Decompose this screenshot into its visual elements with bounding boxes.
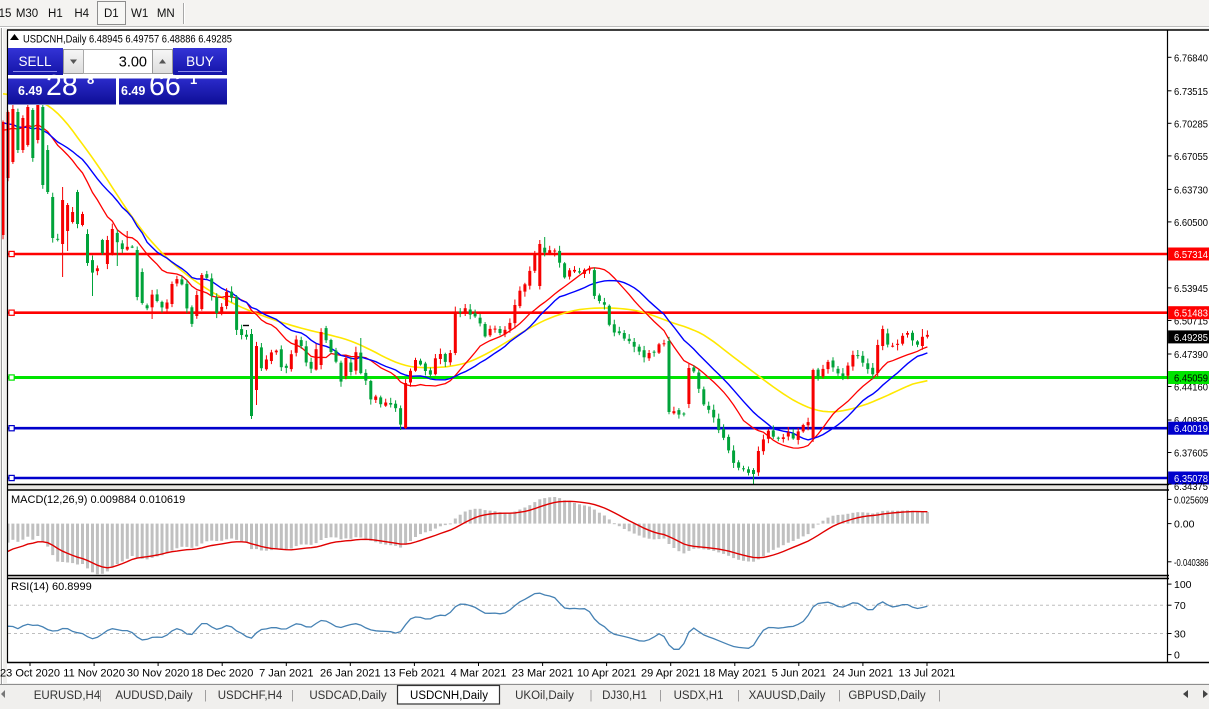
- svg-text:13 Feb 2021: 13 Feb 2021: [384, 668, 446, 680]
- svg-text:0.025609: 0.025609: [1174, 494, 1209, 506]
- svg-text:6.47390: 6.47390: [1174, 349, 1208, 361]
- svg-text:|: |: [99, 690, 102, 702]
- svg-text:1: 1: [190, 72, 197, 87]
- svg-text:5 Jun 2021: 5 Jun 2021: [772, 668, 826, 680]
- svg-text:USDX,H1: USDX,H1: [674, 690, 724, 702]
- svg-text:USDCAD,Daily: USDCAD,Daily: [309, 690, 387, 702]
- svg-text:13 Jul 2021: 13 Jul 2021: [899, 668, 956, 680]
- svg-text:|: |: [291, 690, 294, 702]
- svg-text:EURUSD,H4: EURUSD,H4: [34, 690, 101, 702]
- svg-text:15: 15: [0, 8, 11, 20]
- svg-text:AUDUSD,Daily: AUDUSD,Daily: [115, 690, 193, 702]
- svg-text:23 Oct 2020: 23 Oct 2020: [0, 668, 60, 680]
- svg-text:66: 66: [149, 70, 181, 102]
- svg-text:MN: MN: [157, 8, 175, 20]
- svg-text:6.60500: 6.60500: [1174, 217, 1208, 229]
- svg-text:|: |: [737, 690, 740, 702]
- svg-text:6.49: 6.49: [18, 84, 42, 98]
- svg-text:18 Dec 2020: 18 Dec 2020: [191, 668, 253, 680]
- svg-text:6.35078: 6.35078: [1174, 473, 1208, 485]
- svg-text:H4: H4: [74, 8, 89, 20]
- svg-text:6.44160: 6.44160: [1174, 382, 1208, 394]
- svg-text:6.40019: 6.40019: [1174, 423, 1208, 435]
- svg-text:XAUUSD,Daily: XAUUSD,Daily: [749, 690, 826, 702]
- svg-text:0.00: 0.00: [1174, 519, 1195, 531]
- svg-text:|: |: [838, 690, 841, 702]
- svg-text:UKOil,Daily: UKOil,Daily: [515, 690, 574, 702]
- svg-text:USDCNH,Daily: USDCNH,Daily: [410, 690, 488, 702]
- svg-text:RSI(14) 60.8999: RSI(14) 60.8999: [11, 581, 92, 593]
- svg-text:|: |: [590, 690, 593, 702]
- svg-text:23 Mar 2021: 23 Mar 2021: [512, 668, 574, 680]
- svg-text:6.53945: 6.53945: [1174, 283, 1208, 295]
- svg-text:USDCNH,Daily 6.48945 6.49757: USDCNH,Daily 6.48945 6.49757 6.48886 6.4…: [23, 34, 232, 46]
- svg-text:|: |: [938, 690, 941, 702]
- svg-text:6.76840: 6.76840: [1174, 52, 1208, 64]
- svg-text:M30: M30: [16, 8, 38, 20]
- svg-text:10 Apr 2021: 10 Apr 2021: [577, 668, 636, 680]
- svg-text:DJ30,H1: DJ30,H1: [602, 690, 647, 702]
- svg-text:6.49285: 6.49285: [1174, 332, 1208, 344]
- svg-text:SELL: SELL: [18, 54, 52, 69]
- svg-text:7 Jan 2021: 7 Jan 2021: [259, 668, 313, 680]
- svg-text:6.51483: 6.51483: [1174, 308, 1208, 320]
- svg-text:8: 8: [87, 72, 94, 87]
- svg-text:6.73515: 6.73515: [1174, 86, 1208, 98]
- svg-text:100: 100: [1174, 579, 1192, 591]
- svg-text:11 Nov 2020: 11 Nov 2020: [63, 668, 125, 680]
- svg-text:70: 70: [1174, 600, 1186, 612]
- svg-text:|: |: [204, 690, 207, 702]
- svg-text:6.34375: 6.34375: [1174, 481, 1208, 493]
- svg-text:30 Nov 2020: 30 Nov 2020: [127, 668, 189, 680]
- svg-text:30: 30: [1174, 629, 1186, 641]
- svg-text:6.37605: 6.37605: [1174, 448, 1208, 460]
- svg-text:26 Jan 2021: 26 Jan 2021: [320, 668, 381, 680]
- svg-text:6.57314: 6.57314: [1174, 249, 1208, 261]
- svg-text:24 Jun 2021: 24 Jun 2021: [833, 668, 894, 680]
- svg-text:29 Apr 2021: 29 Apr 2021: [641, 668, 700, 680]
- svg-text:MACD(12,26,9) 0.009884 0.01061: MACD(12,26,9) 0.009884 0.010619: [11, 494, 185, 506]
- svg-text:BUY: BUY: [186, 54, 214, 69]
- svg-text:D1: D1: [104, 8, 119, 20]
- svg-text:W1: W1: [131, 8, 148, 20]
- svg-text:18 May 2021: 18 May 2021: [703, 668, 767, 680]
- svg-text:6.63730: 6.63730: [1174, 184, 1208, 196]
- svg-text:6.67055: 6.67055: [1174, 151, 1208, 163]
- svg-text:-0.040386: -0.040386: [1174, 557, 1209, 569]
- svg-text:6.70285: 6.70285: [1174, 118, 1208, 130]
- svg-text:3.00: 3.00: [119, 55, 147, 71]
- svg-text:6.45059: 6.45059: [1174, 373, 1208, 385]
- svg-text:|: |: [659, 690, 662, 702]
- svg-text:6.49: 6.49: [121, 84, 145, 98]
- svg-text:H1: H1: [48, 8, 63, 20]
- svg-text:4 Mar 2021: 4 Mar 2021: [451, 668, 507, 680]
- svg-text:0: 0: [1174, 650, 1180, 662]
- svg-text:USDCHF,H4: USDCHF,H4: [218, 690, 283, 702]
- svg-text:28: 28: [46, 70, 78, 102]
- svg-text:GBPUSD,Daily: GBPUSD,Daily: [848, 690, 926, 702]
